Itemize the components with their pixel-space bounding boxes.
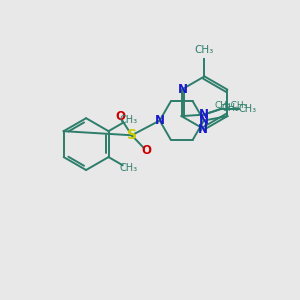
Text: CH₂CH₃: CH₂CH₃: [215, 101, 248, 110]
Text: N: N: [198, 123, 208, 136]
Text: CH₃: CH₃: [239, 104, 257, 114]
Text: CH₃: CH₃: [119, 115, 137, 125]
Text: H: H: [200, 123, 207, 133]
Text: CH₃: CH₃: [195, 45, 214, 55]
Text: N: N: [155, 114, 165, 127]
Text: CH₃: CH₃: [119, 164, 137, 173]
Text: N: N: [178, 83, 188, 96]
Text: N: N: [199, 114, 209, 127]
Text: O: O: [116, 110, 126, 123]
Text: O: O: [141, 144, 152, 157]
Text: S: S: [127, 128, 137, 142]
Text: N: N: [199, 108, 208, 121]
Text: CH₂: CH₂: [221, 103, 239, 113]
